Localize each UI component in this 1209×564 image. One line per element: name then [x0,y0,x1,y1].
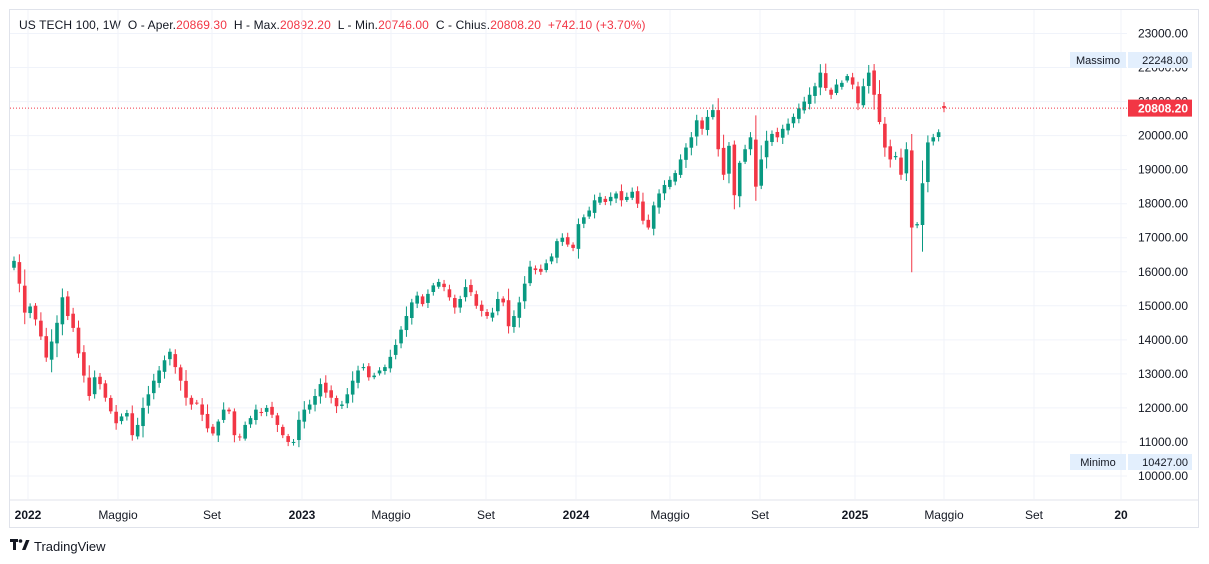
low-value: 20746.00 [378,18,429,32]
chart-panel[interactable] [9,9,1199,528]
symbol-label: US TECH 100, 1W [19,18,121,32]
tradingview-icon [10,538,30,554]
open-value: 20869.30 [176,18,227,32]
tradingview-wordmark: TradingView [34,538,106,554]
ohlc-legend: US TECH 100, 1W O - Aper.20869.30 H - Ma… [19,18,646,32]
close-value: 20808.20 [490,18,542,32]
change-value: +742.10 (+3.70%) [547,18,646,32]
high-value: 20892.20 [280,18,331,32]
open-label: O - Aper. [127,18,177,32]
close-label: C - Chius. [435,18,491,32]
low-label: L - Min. [337,18,379,32]
high-label: H - Max. [233,18,280,32]
tradingview-logo[interactable]: TradingView [10,538,106,554]
